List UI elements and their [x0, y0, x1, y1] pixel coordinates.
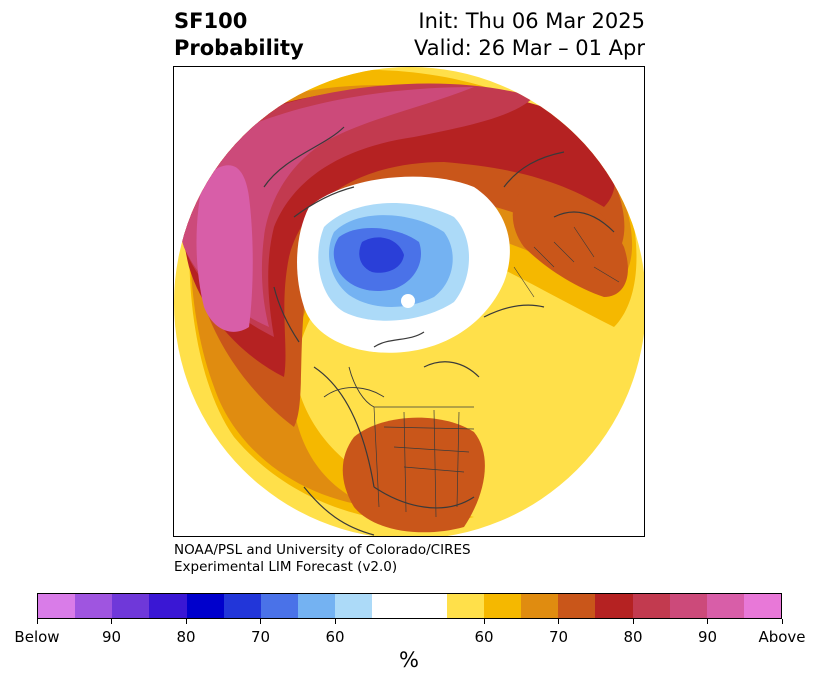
colorbar-segment	[372, 594, 410, 618]
colorbar-segment	[632, 594, 670, 618]
colorbar-tick-label: Above	[758, 628, 806, 646]
colorbar-tickmark	[781, 619, 783, 624]
colorbar-tick-label: 60	[325, 628, 345, 646]
colorbar-tick-label: 70	[548, 628, 569, 646]
colorbar-segment	[186, 594, 224, 618]
colorbar-segment	[38, 594, 76, 618]
colorbar-tickmark	[632, 619, 634, 624]
map-svg	[174, 67, 644, 536]
colorbar-tickmark	[707, 619, 708, 624]
pole-hole	[401, 294, 415, 308]
colorbar-tickmark	[111, 619, 112, 624]
colorbar-segment	[743, 594, 782, 618]
colorbar-tickmark	[36, 619, 38, 624]
colorbar-tick-label: 90	[101, 628, 122, 646]
colorbar-segment	[223, 594, 261, 618]
colorbar-unit: %	[399, 648, 419, 672]
colorbar-segment	[409, 594, 447, 618]
colorbar-segment	[75, 594, 113, 618]
above-95-region	[196, 165, 253, 332]
colorbar-tickmark	[558, 619, 559, 624]
credit-text: NOAA/PSL and University of Colorado/CIRE…	[174, 542, 471, 576]
colorbar	[37, 593, 782, 619]
title-left: SF100 Probability	[174, 8, 304, 62]
colorbar-segment	[483, 594, 522, 618]
probability-map	[173, 66, 645, 537]
colorbar-tick-label: 60	[474, 628, 494, 646]
colorbar-tickmark	[185, 619, 187, 624]
colorbar-tick-label: 70	[250, 628, 271, 646]
colorbar-tickmark	[483, 619, 485, 624]
title-variable: Probability	[174, 36, 304, 60]
colorbar-tick-label: 80	[176, 628, 196, 646]
valid-range: Valid: 26 Mar – 01 Apr	[414, 36, 645, 60]
coastlines	[263, 126, 620, 536]
credit-line-2: Experimental LIM Forecast (v2.0)	[174, 559, 398, 575]
colorbar-tickmark	[260, 619, 261, 624]
title-right: Init: Thu 06 Mar 2025 Valid: 26 Mar – 01…	[414, 8, 645, 62]
colorbar-segment	[558, 594, 596, 618]
below-75-region	[359, 237, 404, 273]
colorbar-segment	[335, 594, 373, 618]
title-product: SF100	[174, 9, 248, 33]
colorbar-tickmark	[334, 619, 336, 624]
colorbar-tick-label: 80	[623, 628, 643, 646]
colorbar-tick-label: Below	[14, 628, 60, 646]
colorbar-segment	[446, 594, 484, 618]
init-date: Init: Thu 06 Mar 2025	[418, 9, 645, 33]
colorbar-segment	[521, 594, 559, 618]
colorbar-segment	[260, 594, 299, 618]
credit-line-1: NOAA/PSL and University of Colorado/CIRE…	[174, 542, 471, 558]
colorbar-segment	[706, 594, 744, 618]
colorbar-segment	[669, 594, 707, 618]
europe-above-75-region	[512, 185, 628, 297]
colorbar-segment	[298, 594, 336, 618]
colorbar-segment	[149, 594, 187, 618]
colorbar-segment	[112, 594, 150, 618]
colorbar-segment	[595, 594, 633, 618]
us-above-75-region	[342, 417, 485, 533]
colorbar-tick-label: 90	[697, 628, 718, 646]
probability-field	[174, 67, 644, 536]
